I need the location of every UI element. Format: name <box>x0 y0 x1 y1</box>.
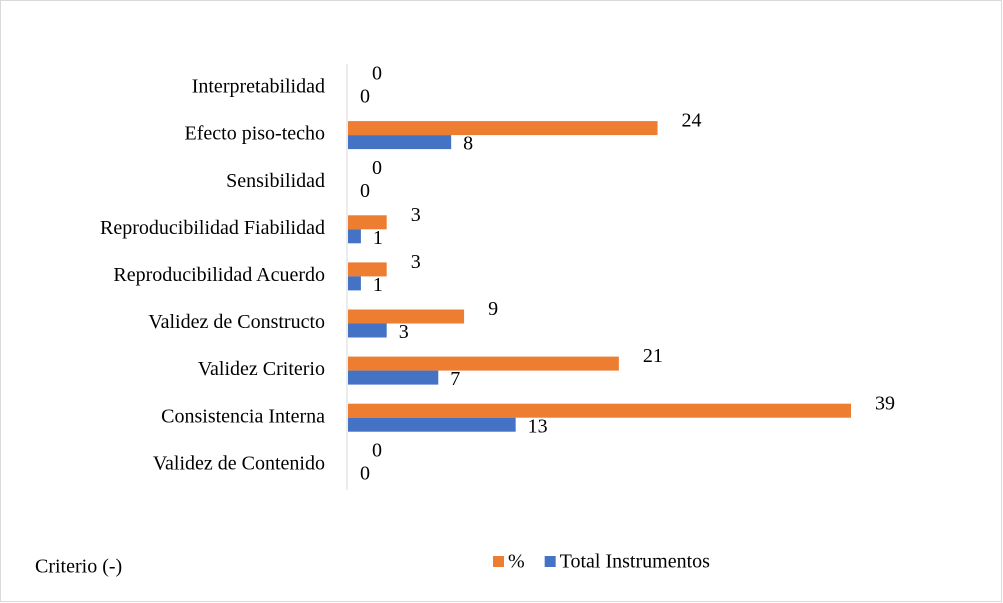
bar <box>348 215 387 230</box>
y-tick-label: Consistencia Interna <box>161 405 325 427</box>
data-label: 21 <box>643 345 663 367</box>
y-tick-label: Validez Criterio <box>198 358 325 380</box>
bar <box>348 121 658 136</box>
legend-swatch <box>493 556 504 567</box>
bar <box>348 135 452 150</box>
bar <box>348 309 465 324</box>
data-label: 9 <box>488 298 498 320</box>
data-label: 8 <box>463 133 473 155</box>
axis-label: Criterio (-) <box>35 556 122 578</box>
data-label: 39 <box>875 392 895 414</box>
legend-label: Total Instrumentos <box>560 551 710 573</box>
data-label: 0 <box>360 180 370 202</box>
data-label: 0 <box>372 63 382 85</box>
bar <box>348 356 619 371</box>
bar <box>348 323 387 338</box>
legend-label: % <box>508 551 525 573</box>
data-label: 0 <box>360 462 370 484</box>
y-tick-label: Validez de Constructo <box>148 311 325 333</box>
data-label: 0 <box>372 157 382 179</box>
data-label: 0 <box>360 86 370 108</box>
y-tick-label: Validez de Contenido <box>153 452 325 474</box>
data-label: 0 <box>372 439 382 461</box>
data-label: 13 <box>528 415 548 437</box>
y-tick-label: Reproducibilidad Fiabilidad <box>100 217 325 239</box>
bar <box>348 276 361 291</box>
bar <box>348 229 361 244</box>
y-tick-label: Reproducibilidad Acuerdo <box>113 264 325 286</box>
y-tick-label: Efecto piso-techo <box>185 123 326 145</box>
data-label: 7 <box>450 368 460 390</box>
y-tick-label: Sensibilidad <box>226 170 325 192</box>
data-label: 1 <box>373 227 383 249</box>
bar <box>348 262 387 277</box>
data-label: 3 <box>411 251 421 273</box>
data-label: 1 <box>373 274 383 296</box>
bar <box>348 403 851 418</box>
data-label: 3 <box>411 204 421 226</box>
y-tick-label: Interpretabilidad <box>192 76 325 98</box>
legend-swatch <box>544 556 556 567</box>
data-label: 24 <box>682 110 702 132</box>
bar <box>348 417 516 432</box>
data-label: 3 <box>399 321 409 343</box>
bar <box>348 370 439 385</box>
